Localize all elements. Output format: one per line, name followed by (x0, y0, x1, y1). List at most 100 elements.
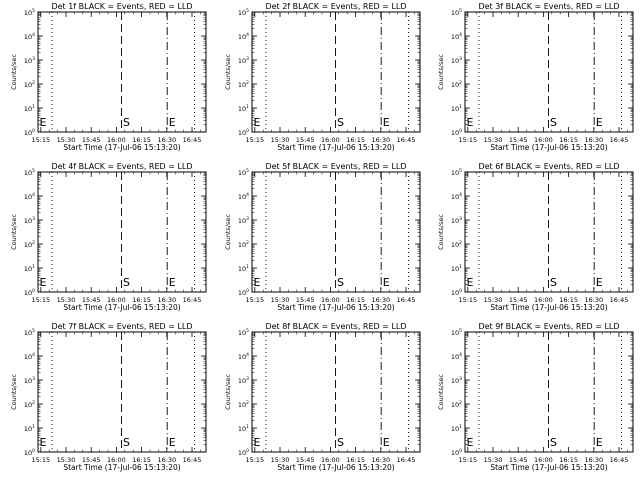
y-tick-label: 100 (238, 128, 249, 137)
y-tick-label: 105 (451, 328, 462, 337)
y-tick-label: 100 (451, 128, 462, 137)
marker-label-e: E (596, 436, 603, 449)
y-tick-label: 101 (24, 424, 35, 433)
y-tick-label: 102 (451, 80, 462, 89)
y-axis-label: Counts/sec (10, 214, 18, 250)
x-tick-label: 15:45 (82, 456, 101, 464)
x-tick-label: 16:45 (397, 296, 416, 304)
plot-frame (464, 11, 634, 133)
x-axis-label: Start Time (17-Jul-06 15:13:20) (490, 143, 607, 152)
x-tick-label: 16:30 (157, 296, 176, 304)
panel-title: Det 9f BLACK = Events, RED = LLD (478, 322, 619, 331)
y-tick-label: 104 (24, 32, 35, 41)
y-tick-label: 104 (451, 192, 462, 201)
x-tick-label: 15:15 (245, 456, 264, 464)
x-axis-label: Start Time (17-Jul-06 15:13:20) (63, 463, 180, 472)
x-tick-label: 15:30 (271, 456, 290, 464)
marker-label-s: S (123, 116, 130, 129)
x-tick-label: 15:15 (458, 136, 477, 144)
x-tick-label: 15:15 (31, 136, 50, 144)
panel-title: Det 1f BLACK = Events, RED = LLD (51, 2, 192, 11)
x-tick-label: 16:15 (559, 456, 578, 464)
x-axis-label: Start Time (17-Jul-06 15:13:20) (63, 143, 180, 152)
marker-label-s: S (550, 436, 557, 449)
x-tick-label: 15:45 (509, 296, 528, 304)
x-tick-label: 16:30 (157, 136, 176, 144)
x-tick-label: 15:30 (484, 296, 503, 304)
y-tick-label: 101 (238, 264, 249, 273)
x-axis-label: Start Time (17-Jul-06 15:13:20) (277, 463, 394, 472)
y-tick-label: 100 (24, 288, 35, 297)
y-tick-label: 103 (238, 56, 249, 65)
x-tick-label: 16:15 (559, 136, 578, 144)
y-tick-label: 104 (451, 352, 462, 361)
panel-6: Det 6f BLACK = Events, RED = LLD 100 101 10… (437, 162, 634, 312)
x-tick-label: 16:45 (183, 456, 202, 464)
y-tick-label: 103 (24, 216, 35, 225)
x-tick-label: 16:00 (534, 296, 553, 304)
y-axis-label: Counts/sec (224, 374, 232, 410)
left-edge-label: E (467, 276, 474, 289)
x-tick-label: 15:45 (509, 456, 528, 464)
x-tick-label: 16:00 (321, 136, 340, 144)
x-tick-label: 16:00 (107, 296, 126, 304)
x-tick-label: 16:30 (371, 136, 390, 144)
marker-label-s: S (337, 276, 344, 289)
marker-label-e: E (169, 436, 176, 449)
x-tick-label: 16:15 (346, 456, 365, 464)
y-axis-label: Counts/sec (224, 54, 232, 90)
left-edge-label: E (254, 276, 261, 289)
x-tick-label: 16:45 (183, 136, 202, 144)
x-tick-label: 15:45 (82, 296, 101, 304)
x-tick-label: 16:15 (559, 296, 578, 304)
x-axis-label: Start Time (17-Jul-06 15:13:20) (490, 463, 607, 472)
y-tick-label: 105 (24, 328, 35, 337)
y-tick-label: 100 (24, 448, 35, 457)
y-tick-label: 100 (24, 128, 35, 137)
x-tick-label: 15:30 (57, 136, 76, 144)
marker-label-s: S (123, 436, 130, 449)
left-edge-label: E (40, 436, 47, 449)
x-tick-label: 15:45 (296, 136, 315, 144)
x-tick-label: 15:15 (31, 456, 50, 464)
x-tick-label: 16:00 (321, 456, 340, 464)
y-tick-label: 105 (24, 168, 35, 177)
y-tick-label: 103 (238, 376, 249, 385)
y-tick-label: 101 (451, 424, 462, 433)
y-tick-label: 104 (24, 192, 35, 201)
x-tick-label: 16:45 (610, 456, 629, 464)
plot-frame (251, 11, 421, 133)
y-tick-label: 104 (238, 352, 249, 361)
x-tick-label: 16:15 (346, 296, 365, 304)
panel-title: Det 8f BLACK = Events, RED = LLD (265, 322, 406, 331)
x-axis-label: Start Time (17-Jul-06 15:13:20) (277, 143, 394, 152)
marker-label-s: S (123, 276, 130, 289)
panel-3: Det 3f BLACK = Events, RED = LLD 100 101 10… (437, 2, 634, 152)
x-tick-label: 16:45 (610, 136, 629, 144)
left-edge-label: E (254, 116, 261, 129)
marker-label-s: S (550, 276, 557, 289)
left-edge-label: E (467, 116, 474, 129)
left-edge-label: E (467, 436, 474, 449)
y-tick-label: 102 (451, 240, 462, 249)
x-tick-label: 16:15 (132, 296, 151, 304)
marker-label-e: E (169, 116, 176, 129)
y-tick-label: 102 (24, 80, 35, 89)
y-axis-label: Counts/sec (224, 214, 232, 250)
plot-frame (37, 331, 207, 453)
left-edge-label: E (254, 436, 261, 449)
x-tick-label: 15:45 (296, 296, 315, 304)
x-tick-label: 15:45 (296, 456, 315, 464)
left-edge-label: E (40, 276, 47, 289)
x-tick-label: 16:45 (610, 296, 629, 304)
x-tick-label: 15:45 (509, 136, 528, 144)
x-tick-label: 16:00 (321, 296, 340, 304)
panel-title: Det 6f BLACK = Events, RED = LLD (478, 162, 619, 171)
x-axis-label: Start Time (17-Jul-06 15:13:20) (490, 303, 607, 312)
y-axis-label: Counts/sec (10, 54, 18, 90)
y-axis-label: Counts/sec (437, 214, 445, 250)
y-tick-label: 103 (24, 376, 35, 385)
x-tick-label: 15:15 (245, 296, 264, 304)
y-tick-label: 103 (451, 56, 462, 65)
